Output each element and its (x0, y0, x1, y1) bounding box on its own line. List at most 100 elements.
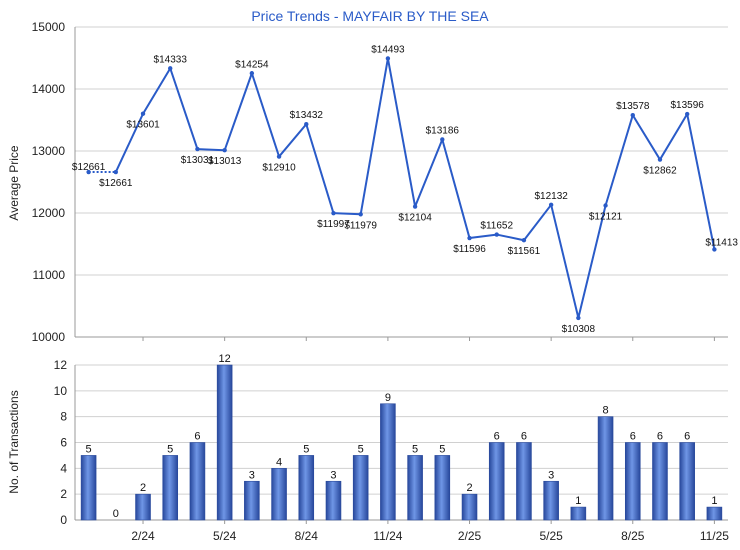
transactions-chart-panel: 0 2 4 6 8 10 12 5 0 2 5 6 12 3 4 5 3 5 9 5 5 2 6 6 3 1 8 6 6 6 1 2/24… (7, 353, 729, 543)
transactions-bar (624, 442, 641, 521)
price-data-label: $13601 (126, 120, 160, 131)
transactions-x-ticks: 2/24 5/24 8/24 11/24 2/25 5/25 8/25 11/25 (131, 520, 729, 543)
transactions-bar (325, 480, 342, 521)
transactions-bar (679, 442, 695, 521)
transactions-bar-label: 6 (194, 431, 200, 443)
transactions-y-ticks: 0 2 4 6 8 10 12 (54, 358, 68, 527)
transactions-y-tick-label: 6 (60, 436, 67, 450)
price-point (86, 169, 91, 175)
transactions-bar-label: 12 (219, 353, 231, 365)
price-point (630, 112, 635, 118)
transactions-bar (543, 480, 559, 521)
transactions-bar (461, 493, 478, 521)
price-point (494, 232, 499, 237)
transactions-y-tick-label: 2 (60, 487, 67, 501)
price-data-label: $10308 (562, 324, 596, 335)
transactions-bar-label: 5 (358, 443, 364, 455)
price-data-label: $14254 (235, 59, 269, 70)
price-y-ticks: 10000 11000 12000 13000 14000 15000 (32, 20, 66, 344)
price-point (249, 71, 255, 76)
transactions-bar-label: 6 (657, 431, 663, 443)
price-point (412, 204, 418, 209)
transactions-bar-label: 5 (86, 443, 92, 455)
transactions-bar-label: 5 (412, 443, 418, 455)
transactions-bar (516, 442, 532, 521)
transactions-x-tick-label: 2/25 (458, 529, 482, 543)
transactions-bar-label: 3 (548, 469, 554, 481)
transactions-y-tick-label: 12 (54, 358, 68, 372)
transactions-bar-label: 8 (603, 405, 609, 417)
transactions-bar-label: 9 (385, 392, 391, 404)
transactions-x-tick-label: 2/24 (131, 529, 155, 543)
transactions-bar-label: 2 (140, 482, 146, 494)
price-data-label: $13013 (208, 156, 242, 167)
transactions-bar-label: 3 (249, 469, 255, 481)
transactions-bar (216, 364, 233, 521)
price-data-label: $13578 (616, 101, 650, 112)
price-x-ticks (142, 337, 715, 341)
price-data-label: $13186 (426, 125, 460, 136)
transactions-bar-label: 5 (439, 443, 445, 455)
transactions-bar (706, 506, 723, 521)
transactions-bar (488, 442, 505, 521)
price-data-label: $14333 (154, 54, 188, 65)
transactions-y-tick-label: 0 (60, 513, 67, 527)
transactions-bar (80, 455, 97, 521)
transactions-bar (570, 506, 587, 521)
price-point (440, 137, 445, 142)
transactions-bar-label: 6 (684, 431, 690, 443)
price-data-label: $11561 (508, 246, 541, 257)
price-line-series (88, 57, 716, 319)
price-point (576, 315, 581, 321)
price-data-label: $11652 (480, 221, 513, 232)
transactions-x-tick-label: 11/24 (373, 529, 402, 543)
price-point (712, 247, 717, 252)
price-point (331, 210, 336, 216)
price-data-label: $14493 (371, 44, 405, 55)
price-y-tick-label: 15000 (32, 20, 66, 34)
price-point (358, 212, 363, 217)
chart-title: Price Trends - MAYFAIR BY THE SEA (251, 8, 489, 24)
transactions-bar-label: 6 (630, 431, 636, 443)
price-point (521, 238, 527, 243)
price-point (657, 157, 663, 162)
price-point (276, 154, 282, 159)
transactions-x-tick-label: 8/24 (295, 529, 319, 543)
price-data-label: $13031 (181, 155, 215, 166)
transactions-bar-label: 6 (494, 431, 500, 443)
price-data-label: $11997 (317, 219, 350, 230)
price-y-tick-label: 14000 (32, 82, 66, 96)
price-data-label: $12862 (643, 166, 677, 177)
transactions-x-tick-label: 5/24 (213, 529, 237, 543)
price-point (140, 111, 146, 116)
price-data-label: $12121 (589, 211, 623, 222)
transactions-bar-label: 1 (575, 495, 581, 507)
price-y-tick-label: 11000 (33, 268, 66, 282)
price-point (467, 235, 472, 241)
price-data-label: $11413 (705, 237, 738, 248)
transactions-bar (244, 480, 260, 521)
price-point (684, 111, 690, 117)
transactions-bars (80, 364, 723, 521)
price-data-label: $12910 (262, 163, 296, 174)
transactions-x-tick-label: 8/25 (621, 529, 645, 543)
price-y-axis-title: Average Price (7, 145, 21, 220)
price-data-label: $12104 (398, 213, 432, 224)
price-data-label: $12132 (534, 191, 568, 202)
price-point (222, 147, 227, 153)
transactions-bar-label: 5 (167, 443, 173, 455)
price-y-tick-label: 10000 (32, 330, 66, 344)
transactions-x-tick-label: 11/25 (700, 529, 729, 543)
transactions-x-tick-label: 5/25 (539, 529, 563, 543)
transactions-bar (352, 455, 369, 521)
transactions-y-tick-label: 10 (54, 384, 68, 398)
price-y-tick-label: 12000 (32, 206, 66, 220)
price-point (168, 66, 173, 71)
price-data-label: $11979 (344, 220, 377, 231)
transactions-y-tick-label: 4 (60, 461, 67, 475)
transactions-bar (380, 403, 396, 521)
price-data-label: $11596 (453, 244, 486, 255)
transactions-y-axis-title: No. of Transactions (7, 390, 21, 493)
price-point (195, 146, 200, 152)
